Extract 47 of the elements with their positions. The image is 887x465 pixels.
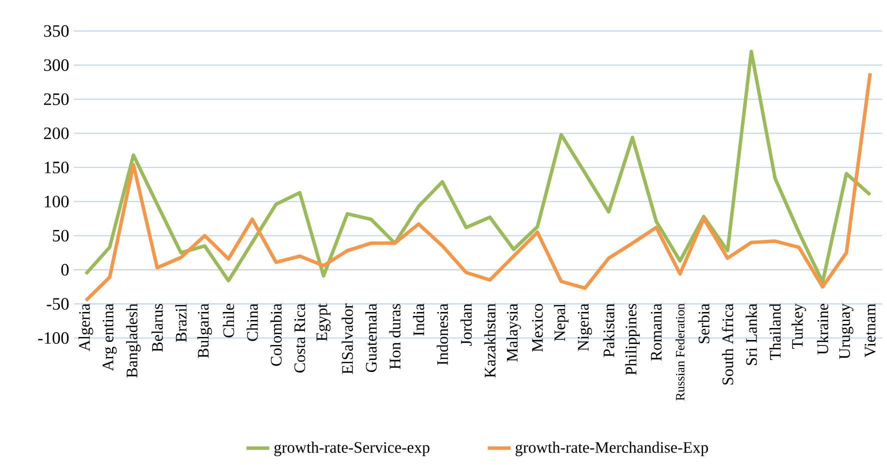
x-tick-label: Indonesia (436, 304, 448, 365)
x-tick-label: Thailand (769, 304, 781, 360)
x-tick-label: Kazakhstan (484, 304, 496, 378)
x-tick-label: Bangladesh (126, 304, 141, 378)
y-tick-label: -100 (38, 332, 69, 344)
legend-label: growth-rate-Merchandise-Exp (516, 442, 708, 456)
x-tick-label: India (412, 304, 424, 336)
x-tick-label: China (246, 304, 258, 341)
y-tick-label: 100 (44, 196, 69, 208)
y-tick-label: 0 (61, 264, 69, 276)
legend-label: growth-rate-Service-exp (274, 442, 430, 456)
x-tick-label: Arg entina (102, 304, 117, 371)
x-tick-label: Belarus (152, 304, 163, 352)
x-tick-label: Ukraine (816, 304, 828, 355)
x-tick-label: South Africa (722, 304, 734, 385)
x-tick-label: Malaysia (506, 304, 521, 362)
x-tick-label: ElSalvador (342, 304, 353, 374)
x-tick-label: Mexico (532, 304, 543, 352)
x-tick-label: Algeria (78, 304, 94, 352)
y-tick-label: 150 (44, 162, 69, 174)
y-tick-label: 200 (44, 127, 69, 140)
y-tick-label: 50 (52, 230, 69, 242)
x-tick-label: Pakistan (603, 304, 614, 358)
x-tick-label: Turkey (792, 303, 806, 349)
x-tick-label: Bulgaria (197, 304, 212, 358)
x-tick-label: Nigeria (578, 304, 592, 351)
y-tick-label: -50 (46, 298, 69, 310)
x-tick-label: Guatemala (365, 304, 377, 372)
y-tick-label: 350 (44, 25, 69, 37)
x-tick-label: Egypt (316, 303, 330, 342)
x-tick-label: Nepal (554, 304, 568, 342)
x-tick-label: Chile (222, 304, 234, 338)
x-tick-label: Jordan (460, 304, 472, 346)
line-series (84, 72, 872, 302)
x-tick-label: Costa Rica (294, 304, 306, 372)
x-tick-label: Philippines (625, 304, 640, 375)
x-tick-label: Russian Federation (676, 304, 684, 400)
y-tick-label: 300 (44, 59, 69, 71)
x-tick-label: Brazil (175, 304, 187, 342)
x-tick-label: Hon duras (389, 304, 400, 370)
x-tick-label: Serbia (698, 304, 710, 344)
y-tick-label: 250 (44, 93, 69, 106)
x-tick-label: Colombia (270, 304, 282, 366)
x-tick-label: Sri Lanka (746, 304, 757, 365)
x-tick-label: Romania (650, 304, 662, 361)
x-tick-label: Vietnam (864, 304, 876, 358)
x-tick-label: Uruguay (839, 303, 854, 360)
